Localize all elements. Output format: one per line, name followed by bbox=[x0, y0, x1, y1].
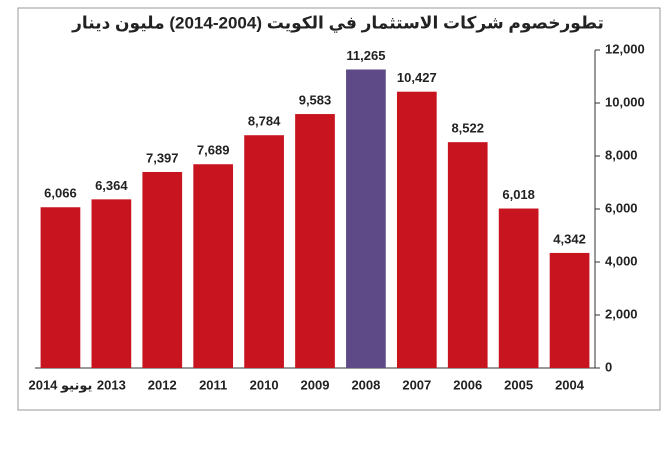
data-label: 6,364 bbox=[95, 178, 128, 193]
bar bbox=[549, 252, 590, 368]
x-tick-label: 2013 bbox=[97, 377, 126, 392]
data-label: 7,689 bbox=[197, 143, 230, 158]
y-tick-label: 8,000 bbox=[605, 147, 638, 162]
y-tick-label: 0 bbox=[605, 359, 612, 374]
x-tick-label: 2007 bbox=[402, 377, 431, 392]
data-label: 8,522 bbox=[451, 121, 484, 136]
x-tick-label: 2014 يونيو bbox=[28, 377, 92, 392]
bar bbox=[244, 135, 284, 368]
data-label: 7,397 bbox=[146, 150, 179, 165]
bar bbox=[142, 171, 183, 368]
chart-title: تطورخصوم شركات الاستثمار في الكويت (2004… bbox=[71, 13, 604, 33]
bar bbox=[40, 207, 81, 368]
bar bbox=[193, 164, 234, 368]
bar bbox=[447, 142, 488, 368]
bar bbox=[91, 199, 132, 368]
x-tick-label: 2008 bbox=[351, 377, 380, 392]
data-label: 11,265 bbox=[346, 48, 385, 63]
x-tick-label: 2010 bbox=[250, 377, 279, 392]
y-tick-label: 10,000 bbox=[605, 94, 645, 109]
bar bbox=[346, 69, 386, 368]
y-tick-label: 4,000 bbox=[605, 253, 638, 268]
x-tick-label: 2009 bbox=[301, 377, 330, 392]
bar bbox=[396, 91, 437, 368]
data-label: 10,427 bbox=[397, 70, 437, 85]
x-tick-label: 2006 bbox=[453, 377, 482, 392]
bar bbox=[498, 208, 539, 368]
y-tick-label: 2,000 bbox=[605, 306, 638, 321]
y-tick-label: 6,000 bbox=[605, 200, 638, 215]
data-label: 8,784 bbox=[248, 114, 281, 129]
data-label: 6,066 bbox=[44, 186, 77, 201]
bar bbox=[295, 114, 335, 368]
x-tick-label: 2012 bbox=[148, 377, 177, 392]
data-label: 4,342 bbox=[553, 231, 586, 246]
data-label: 6,018 bbox=[502, 187, 535, 202]
x-tick-label: 2005 bbox=[504, 377, 533, 392]
data-label: 9,583 bbox=[299, 92, 332, 107]
x-tick-label: 2011 bbox=[199, 377, 227, 392]
y-tick-label: 12,000 bbox=[605, 41, 645, 56]
x-tick-label: 2004 bbox=[555, 377, 585, 392]
